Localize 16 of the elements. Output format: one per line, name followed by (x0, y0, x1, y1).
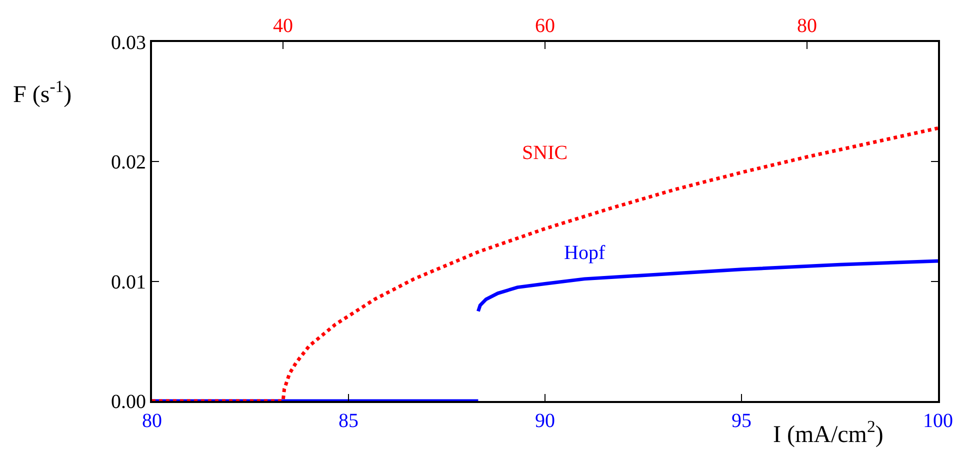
y-tick-label: 0.03 (111, 32, 146, 54)
x-axis-title: I (mA/cm$^{2}$) (773, 417, 884, 448)
y-tick-label: 0.01 (111, 271, 146, 294)
x2-tick-label: 40 (273, 15, 293, 37)
x2-tick-label: 60 (535, 15, 555, 37)
series-label: Hopf (564, 242, 606, 264)
x-tick-label: 80 (142, 410, 162, 432)
text: SNIC (522, 142, 568, 164)
x2-tick-label: 80 (797, 15, 817, 37)
y-tick-label: 0.00 (111, 391, 146, 413)
x-tick-label: 85 (338, 410, 358, 432)
y-tick-label: 0.02 (111, 152, 146, 174)
x-tick-label: 90 (535, 410, 555, 432)
x-tick-label: 100 (923, 410, 953, 432)
y-axis-title: F (s$^{-1}$) (13, 77, 72, 108)
x-tick-label: 95 (732, 410, 752, 432)
